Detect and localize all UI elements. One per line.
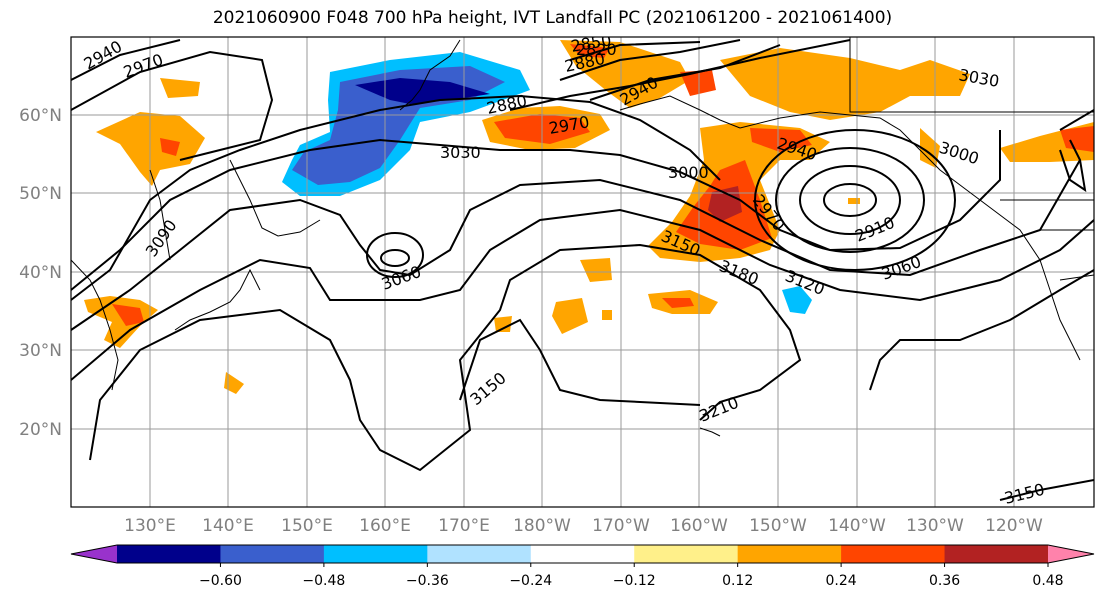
ivt-negative-region [282, 52, 812, 314]
map-frame [70, 36, 1095, 508]
lat-tick-label: 30°N [19, 341, 62, 361]
graticule [71, 37, 1094, 507]
lon-tick-label: 160°W [670, 516, 728, 536]
lon-tick-label: 150°E [281, 516, 333, 536]
lon-tick-label: 150°W [749, 516, 807, 536]
lon-tick-label: 170°W [592, 516, 650, 536]
lon-tick-label: 160°E [359, 516, 411, 536]
height-contours [71, 39, 1094, 501]
lon-tick-label: 140°W [828, 516, 886, 536]
lon-tick-label: 130°W [906, 516, 964, 536]
contour-label: 2820 [576, 40, 617, 59]
lat-tick-label: 60°N [19, 106, 62, 126]
lat-tick-label: 40°N [19, 263, 62, 283]
coastlines [71, 37, 1094, 437]
lon-tick-label: 170°E [438, 516, 490, 536]
longitude-axis: 130°E 140°E 150°E 160°E 170°E 180°W 170°… [124, 516, 1043, 536]
ivt-positive-region [84, 40, 1094, 394]
lon-tick-label: 130°E [124, 516, 176, 536]
chart-title: 2021060900 F048 700 hPa height, IVT Land… [212, 8, 893, 28]
lat-tick-label: 50°N [19, 184, 62, 204]
contour-label: 3000 [668, 163, 709, 182]
lat-tick-label: 20°N [19, 420, 62, 440]
lon-tick-label: 180°W [513, 516, 571, 536]
contour-label: 3030 [440, 143, 481, 162]
latitude-axis: 60°N 50°N 40°N 30°N 20°N [19, 106, 62, 440]
lon-tick-label: 120°W [985, 516, 1043, 536]
lon-tick-label: 140°E [202, 516, 254, 536]
